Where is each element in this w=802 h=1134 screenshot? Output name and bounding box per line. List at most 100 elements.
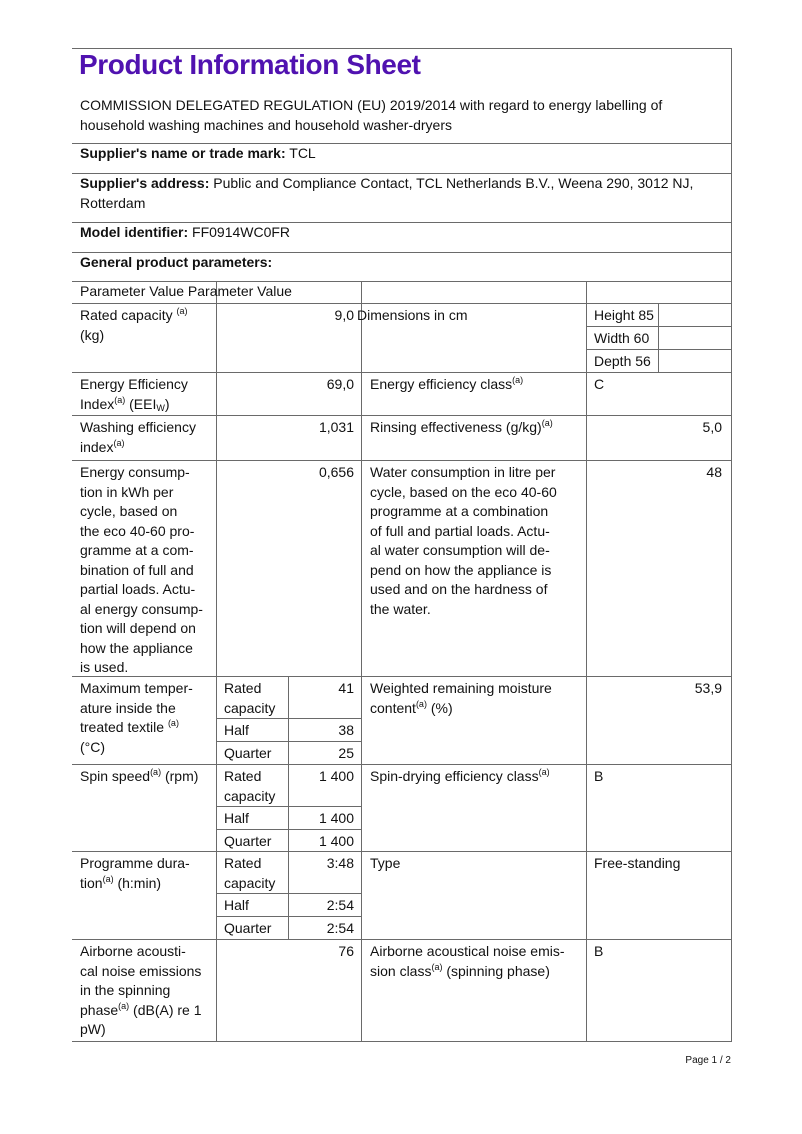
param2-label: Dimensions in cm [357,306,572,326]
load-label: Rated capacity [224,679,286,718]
vertical-rule [288,676,289,939]
text-segment: ) [164,395,170,412]
horizontal-rule [216,916,362,917]
param2-label: Water consumption in litre per cycle, bas… [370,463,585,619]
text-line: (kg) [80,326,105,343]
param2-label: Airborne acoustical noise emis-sion clas… [370,942,585,981]
text-line: Rated [224,855,262,871]
horizontal-rule [72,415,732,416]
text-segment: Rinsing effectiveness (g/kg) [370,419,542,435]
text-line: 25 [338,745,354,761]
load-label: Rated capacity [224,854,286,893]
horizontal-rule [216,741,362,742]
param-label: Spin speed(a) (rpm) [80,767,210,787]
text-line: 3:48 [326,855,354,871]
supplier-address-value: Public and Compliance Contact, TCL Nethe… [209,175,694,191]
param2-value: C [594,375,722,395]
text-line: cycle, based on [80,503,178,519]
param2-label: Weighted remaining moisture content(a) (%… [370,679,585,718]
horizontal-rule [72,48,732,49]
text-line: (°C) [80,738,106,755]
text-line: treated textile (a) [80,718,210,738]
text-line: tion in kWh per [80,483,174,500]
text-line: 5,0 [702,419,722,435]
horizontal-rule [72,676,732,677]
horizontal-rule [72,303,732,304]
param-value: 0,656 [220,463,354,483]
param2-value: B [594,942,722,962]
load-value: 1 400 [292,767,354,787]
text-line: Energy efficiency class(a) [370,375,585,395]
text-line: Depth 56 [594,353,651,369]
footnote-marker: (a) [113,437,125,448]
supplier-address-value: Rotterdam [80,194,146,211]
text-line: the eco 40-60 pro- [80,522,195,539]
text-line: B [594,943,604,959]
param2-value: 48 [594,463,722,483]
param2-label: Type [370,854,585,874]
horizontal-rule [72,143,732,144]
text-line: Parameter Value Parameter Value [80,283,292,299]
text-segment: (h:min) [113,874,162,891]
supplier-address: Supplier's address: Public and Complianc… [80,174,693,213]
text-line: 1,031 [318,419,354,435]
text-line: Width 60 [594,330,650,346]
text-line: Free-standing [594,855,681,871]
load-value: 25 [292,744,354,764]
supplier-name-value: TCL [285,145,316,161]
footnote-marker: (a) [431,961,443,972]
load-label: Rated capacity [224,767,286,806]
text-segment: Spin speed [80,768,151,784]
text-line: C [594,376,605,392]
horizontal-rule [216,806,362,807]
text-line: Weighted remaining moisture [370,680,552,696]
param-value: 9,0 [220,306,354,326]
load-value: 3:48 [292,854,354,874]
text-line: Airborne acousti- [80,943,186,959]
footnote-marker: (a) [118,1000,130,1011]
text-line: 1 400 [318,810,354,826]
param-value: 1,031 [220,418,354,438]
text-line: 48 [706,464,722,480]
text-line: Energy consump- [80,464,190,480]
page-title: Product Information Sheet [79,49,421,80]
text-line: 1 400 [318,768,354,784]
model-identifier: Model identifier: FF0914WC0FR [80,223,290,243]
vertical-rule [586,281,587,1041]
footnote-marker: (a) [538,767,550,777]
param2-value: 53,9 [594,679,722,699]
vertical-rule [216,281,217,1041]
vertical-rule [361,281,362,1041]
text-segment: content [370,699,416,716]
text-line: al energy consump- [80,600,203,617]
text-line: tion(a) (h:min) [80,874,210,894]
text-line: 53,9 [694,680,722,696]
text-line: 69,0 [326,376,354,392]
text-line: household washing machines and household… [80,116,453,133]
horizontal-rule [72,281,732,282]
text-line: pend on how the appliance is [370,561,552,578]
text-line: programme at a combination [370,503,549,519]
horizontal-rule [72,173,732,174]
text-line: is used. [80,659,129,675]
param2-label: Spin-drying efficiency class(a) [370,767,585,787]
param2-value: 5,0 [594,418,722,438]
text-line: Index(a) (EEIW) [80,395,210,415]
text-line: General product parameters: [80,254,273,270]
horizontal-rule [216,718,362,719]
text-line: phase(a) (dB(A) re 1 [80,1001,210,1021]
text-line: Programme dura- [80,855,190,871]
text-line: 1 400 [318,833,354,849]
model-identifier-label: Model identifier: [80,224,189,240]
param-label: Washing efficiency index(a) [80,418,210,457]
text-line: capacity [224,787,276,804]
supplier-name-label: Supplier's name or trade mark: [80,145,286,161]
page-number: Page 1 / 2 [685,1055,731,1066]
text-line: the water. [370,600,431,617]
horizontal-rule [72,222,732,223]
footnote-marker: (a) [176,306,188,316]
text-line: Half [224,897,249,913]
text-line: 9,0 [334,307,354,323]
text-segment: Energy efficiency class [370,376,513,392]
vertical-rule [731,48,732,1041]
